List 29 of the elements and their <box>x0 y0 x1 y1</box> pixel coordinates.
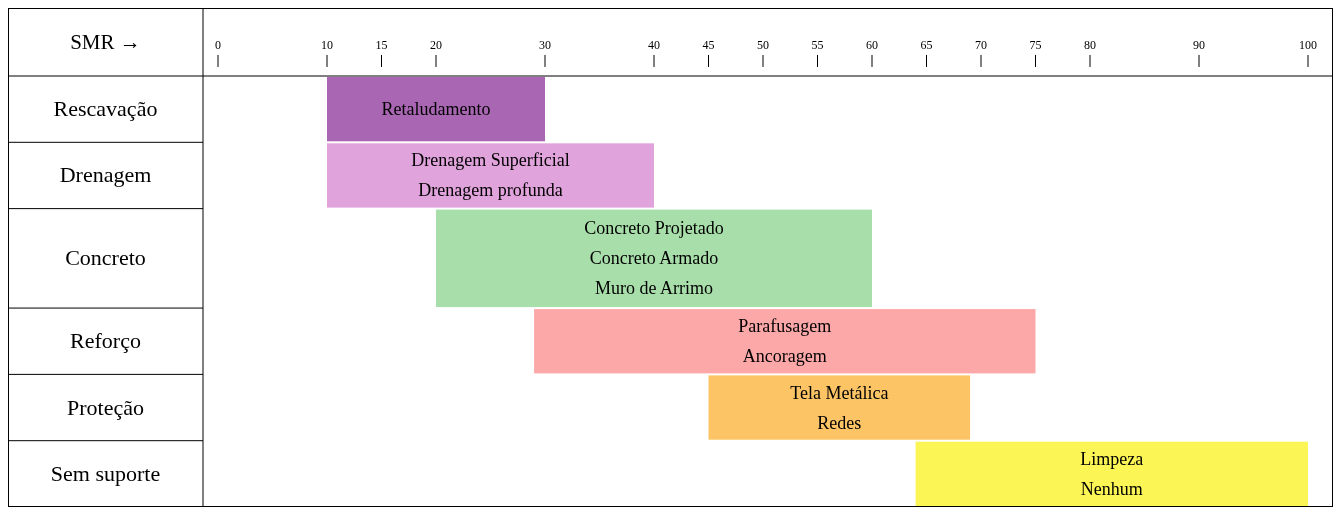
x-tick-label: 65 <box>920 37 933 52</box>
annotation: Retaludamento <box>381 99 491 120</box>
x-tick-label: 75 <box>1029 37 1042 52</box>
y-tick-label: Proteção <box>67 394 144 420</box>
annotation: Parafusagem Ancoragem <box>738 316 832 367</box>
x-tick-label: 50 <box>757 37 769 52</box>
x-tick-label: 30 <box>539 37 551 52</box>
x-tick-label: 45 <box>702 37 715 52</box>
x-tick-label: 70 <box>975 37 987 52</box>
annotation: Limpeza Nenhum <box>1080 448 1144 499</box>
x-tick-label: 10 <box>321 37 333 52</box>
annotation: Concreto Projetado Concreto Armado Muro de Arrimo <box>584 218 724 299</box>
x-axis-title: SMR → <box>70 30 141 54</box>
x-tick-label: 40 <box>648 37 660 52</box>
x-tick-label: 20 <box>430 37 442 52</box>
x-tick-label: 15 <box>375 37 388 52</box>
x-tick-label: 55 <box>811 37 824 52</box>
y-tick-label: Rescavação <box>53 96 158 122</box>
x-tick-label: 90 <box>1193 37 1205 52</box>
y-tick-label: Concreto <box>65 245 146 271</box>
annotation: Tela Metálica Redes <box>790 382 889 433</box>
y-tick-label: Drenagem <box>59 162 152 188</box>
annotation: Drenagem Superficial Drenagem profunda <box>411 150 570 201</box>
y-tick-label: Sem suporte <box>50 460 161 486</box>
x-tick-label: 0 <box>215 37 221 52</box>
x-tick-label: 100 <box>1299 37 1317 52</box>
x-tick-label: 80 <box>1084 37 1096 52</box>
y-tick-label: Reforço <box>70 328 141 354</box>
x-tick-label: 60 <box>866 37 878 52</box>
